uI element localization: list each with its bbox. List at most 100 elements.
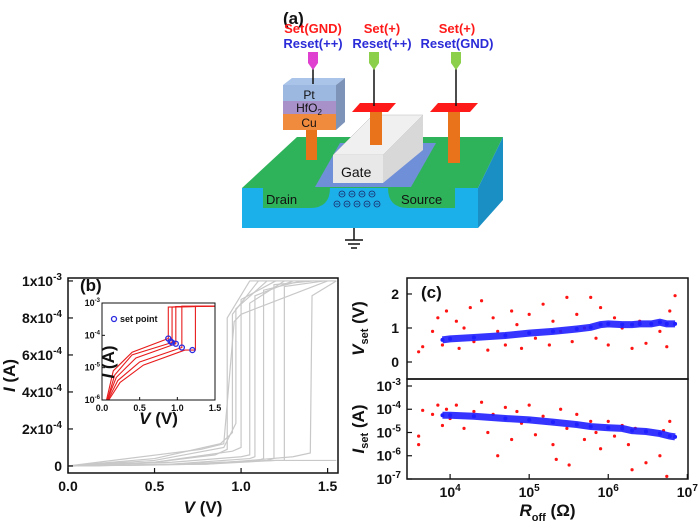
red-data-point <box>440 343 445 347</box>
x-tick-label: 1.5 <box>318 478 338 494</box>
red-data-point <box>567 463 571 467</box>
y-tick-label: 10-4 <box>377 400 402 417</box>
ground-icon <box>345 228 363 249</box>
red-data-point <box>472 409 476 414</box>
inset-y-axis-label: I (A) <box>99 345 118 378</box>
blue-data-point <box>657 431 662 436</box>
terminal-2-set-label: Set(+) <box>364 21 400 36</box>
red-data-point <box>454 319 458 323</box>
red-data-point <box>436 403 440 407</box>
red-data-point <box>515 409 519 414</box>
red-data-point <box>598 447 603 451</box>
blue-data-point <box>503 333 508 338</box>
vset-panel: 0 1 2 Vset (V) <box>349 277 689 380</box>
red-data-point <box>510 437 514 442</box>
electron-icon <box>343 200 351 208</box>
x-tick-label: 107 <box>677 483 699 500</box>
x-tick-label: 0.0 <box>58 478 78 494</box>
red-data-point <box>630 468 634 472</box>
y-tick-label: 6x10-4 <box>22 346 62 363</box>
blue-data-point <box>440 413 445 418</box>
blue-data-point <box>448 413 453 418</box>
red-data-point <box>582 437 587 442</box>
x-tick-label: 105 <box>519 483 541 500</box>
inset-curve-3 <box>107 305 215 401</box>
pt-label: Pt <box>303 88 315 102</box>
source-label: Source <box>401 192 442 207</box>
red-data-point <box>479 400 484 404</box>
inset-background <box>102 303 215 400</box>
y-tick-label: 1 <box>391 320 399 336</box>
blue-data-point <box>620 426 625 431</box>
red-data-point <box>519 346 524 350</box>
drain-region <box>263 188 330 208</box>
blue-trend-band <box>442 411 676 441</box>
blue-data-point <box>598 322 603 327</box>
terminal-3-set-label: Set(+) <box>439 21 475 36</box>
red-data-point <box>589 295 593 299</box>
red-data-point <box>417 434 421 438</box>
blue-data-point <box>657 320 662 325</box>
red-data-point <box>559 407 563 411</box>
red-data-point <box>606 419 610 424</box>
x-tick-label: 1.0 <box>231 478 251 494</box>
blue-data-point <box>637 321 642 326</box>
red-data-point <box>630 346 634 350</box>
device-diagram: (a) Set(GND) Reset(++) Set(+) Reset(++) … <box>242 9 503 249</box>
electron-icon <box>368 190 376 198</box>
probe-2-icon <box>369 52 379 70</box>
hfo2-layer <box>283 101 336 114</box>
red-data-point <box>486 430 490 435</box>
red-data-point <box>479 299 484 303</box>
inset-x-axis-label: V (V) <box>139 409 178 428</box>
probe-1-icon <box>308 52 318 70</box>
electron-icon <box>363 200 371 208</box>
probe-3-icon <box>451 52 461 70</box>
blue-data-point <box>550 329 555 334</box>
y-tick-label: 2 <box>391 286 399 302</box>
red-data-point <box>430 329 435 333</box>
red-data-point <box>510 309 514 313</box>
red-data-point <box>626 443 631 447</box>
electron-icons <box>333 190 381 208</box>
blue-data-point <box>606 321 611 326</box>
red-data-point <box>594 336 598 340</box>
blue-data-point <box>471 414 476 419</box>
red-data-point <box>440 423 445 428</box>
red-data-point <box>541 302 545 306</box>
inset-x-tick-label: 0.5 <box>133 403 146 413</box>
red-data-point <box>462 426 466 431</box>
red-data-point <box>551 319 555 323</box>
source-pillar <box>448 110 460 163</box>
set-point-marker <box>168 339 176 346</box>
red-data-point <box>612 434 617 438</box>
inset-x-tick-label: 0.0 <box>96 403 109 413</box>
red-data-point <box>417 443 421 447</box>
gate-pillar <box>370 110 382 145</box>
y-tick-label: 0 <box>391 354 399 370</box>
iv-plot: 0.0 0.5 1.0 1.5 0 2x10-4 4x10-4 6x10-4 8x10-4 1x1… <box>0 272 339 517</box>
red-data-point <box>606 343 610 347</box>
substrate-side-face <box>478 137 503 228</box>
y-tick-label: 10-6 <box>377 447 402 464</box>
red-data-point <box>665 345 669 349</box>
red-data-point <box>533 433 538 437</box>
blue-data-point <box>649 321 654 326</box>
inset-y-tick-label: 10-6 <box>85 395 101 405</box>
y-tick-label: 4x10-4 <box>22 383 62 400</box>
x-axis-label: Roff (Ω) <box>519 501 575 522</box>
cu-layer <box>283 114 336 130</box>
blue-data-point <box>664 321 669 326</box>
x-tick-label: 104 <box>440 483 462 500</box>
drain-label: Drain <box>266 192 297 207</box>
red-data-point <box>598 305 603 310</box>
blue-data-point <box>620 322 625 327</box>
red-data-point <box>503 343 507 347</box>
inset-y-tick-label: 10-4 <box>85 330 101 340</box>
electron-icon <box>348 190 356 198</box>
red-data-point <box>594 430 598 435</box>
vset-panel-y-axis-label: Vset (V) <box>349 301 371 356</box>
terminal-1-set-label: Set(GND) <box>284 21 342 36</box>
blue-data-point <box>574 327 579 332</box>
